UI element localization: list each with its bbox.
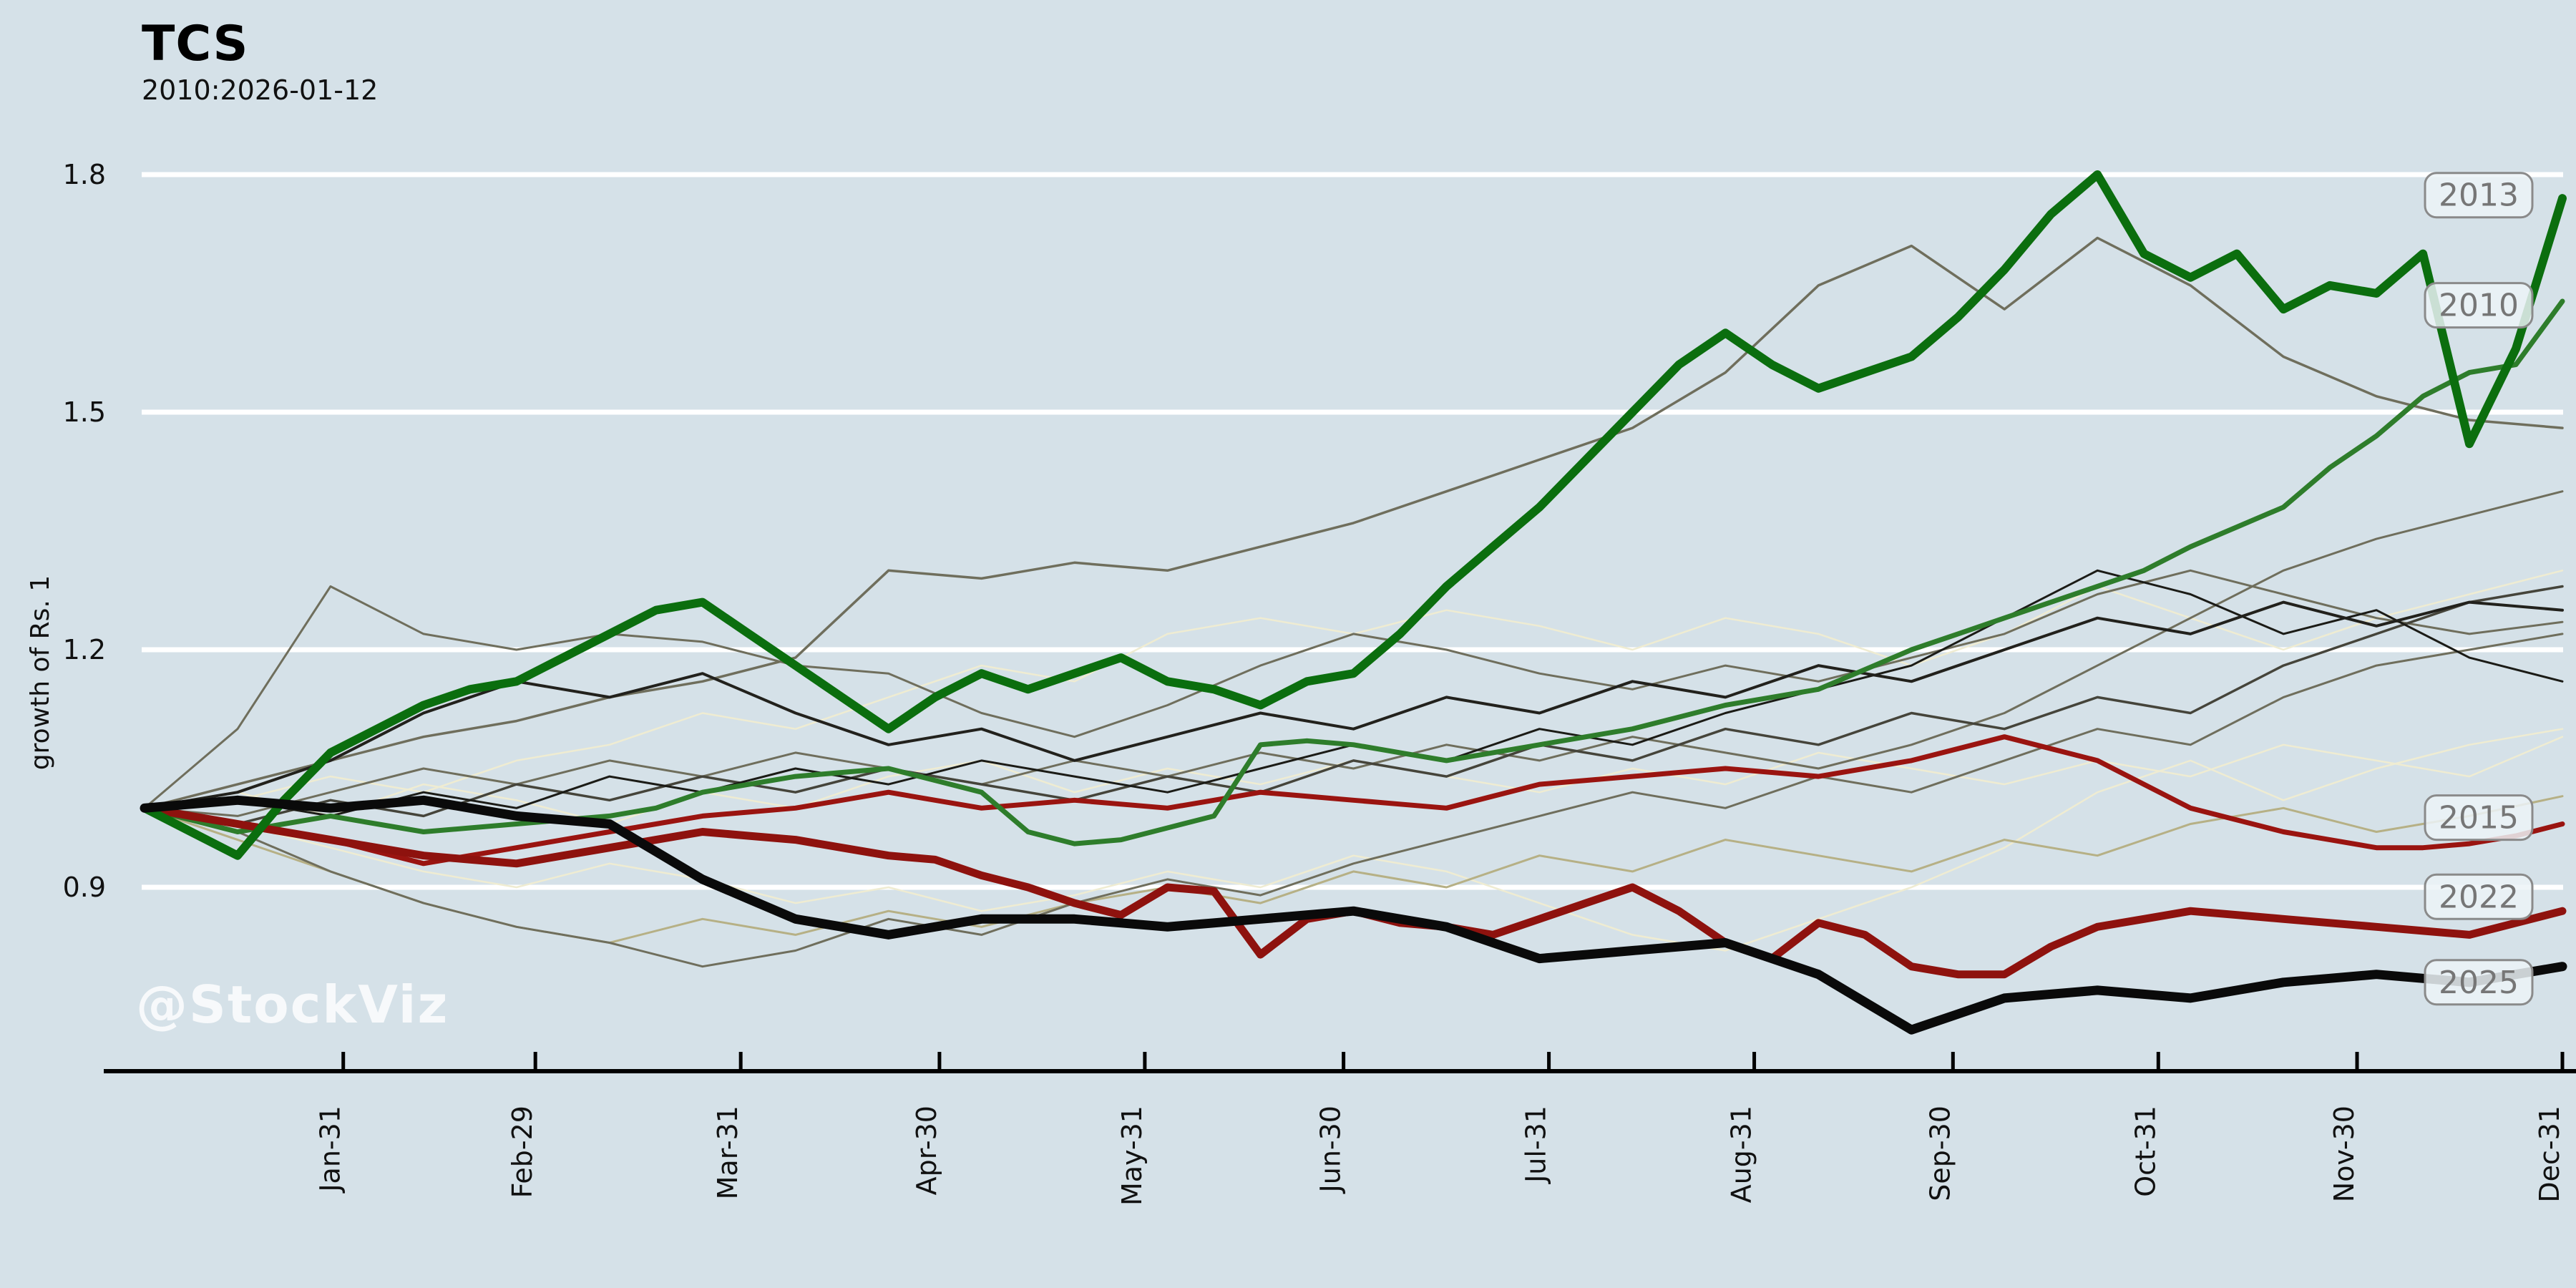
x-tick-label-Sep-30: Sep-30: [1924, 1106, 1956, 1201]
x-tick-label-Jan-31: Jan-31: [315, 1106, 346, 1194]
year-label-text-2015: 2015: [2439, 800, 2519, 836]
year-label-text-2013: 2013: [2439, 177, 2519, 214]
y-tick-label-1.2: 1.2: [63, 634, 106, 665]
year-label-2010: 2010: [2424, 282, 2534, 329]
x-tick-label-Aug-31: Aug-31: [1726, 1106, 1757, 1203]
series-line-unlabeled-i: [143, 585, 2564, 826]
series-line-unlabeled-k: [143, 600, 2564, 810]
year-labels: 2015 2010 2022 2013 2025: [2424, 172, 2534, 1006]
year-label-2015: 2015: [2424, 794, 2534, 841]
year-label-text-2010: 2010: [2439, 288, 2519, 324]
year-label-2025: 2025: [2424, 959, 2534, 1006]
page-title: TCS: [142, 16, 249, 72]
y-tick-label-1.5: 1.5: [63, 396, 106, 428]
series-line-2013: [140, 170, 2567, 860]
y-tick-label-1.8: 1.8: [63, 159, 106, 190]
series-line-2015: [142, 734, 2565, 867]
series-line-unlabeled-j: [143, 569, 2564, 817]
chart-subtitle-daterange: 2010:2026-01-12: [142, 74, 379, 106]
year-label-text-2025: 2025: [2439, 965, 2519, 1001]
series-line-unlabeled-b: [143, 728, 2564, 952]
y-axis-title: growth of Rs. 1: [26, 575, 55, 771]
series-line-unlabeled-g: [143, 490, 2564, 817]
series-line-unlabeled-e: [143, 633, 2564, 968]
year-label-box-2010: [2424, 282, 2534, 329]
series-line-2022: [140, 804, 2567, 979]
x-tick-label-Jun-30: Jun-30: [1315, 1106, 1347, 1194]
year-label-text-2022: 2022: [2439, 879, 2519, 915]
x-axis: Jan-31 Feb-29 Mar-31 Apr-30 May-31 Jun-30 Jul-…: [104, 1052, 2576, 1206]
series-line-2025: [140, 795, 2567, 1035]
x-tick-label-Mar-31: Mar-31: [712, 1106, 743, 1199]
y-tick-labels: 0.9 1.2 1.5 1.8: [63, 159, 106, 903]
x-tick-label-May-31: May-31: [1116, 1106, 1148, 1206]
x-tick-label-Feb-29: Feb-29: [507, 1106, 538, 1198]
year-label-box-2022: [2424, 873, 2534, 920]
x-tick-label-Apr-30: Apr-30: [911, 1106, 942, 1195]
year-label-2022: 2022: [2424, 873, 2534, 920]
series-line-unlabeled-h: [143, 236, 2564, 810]
year-label-box-2025: [2424, 959, 2534, 1006]
series-line-unlabeled-f: [143, 569, 2564, 809]
y-tick-label-0.9: 0.9: [63, 872, 106, 903]
x-tick-label-Jul-31: Jul-31: [1521, 1106, 1552, 1184]
year-label-box-2015: [2424, 794, 2534, 841]
series-lines: [140, 170, 2567, 1035]
x-tick-label-Dec-31: Dec-31: [2534, 1106, 2565, 1203]
x-tick-label-Oct-31: Oct-31: [2129, 1106, 2161, 1197]
year-label-box-2013: [2424, 172, 2534, 219]
year-label-2013: 2013: [2424, 172, 2534, 219]
gridlines: [142, 172, 2563, 890]
stockviz-watermark: @StockViz: [136, 975, 449, 1035]
x-tick-label-Nov-30: Nov-30: [2328, 1106, 2360, 1202]
